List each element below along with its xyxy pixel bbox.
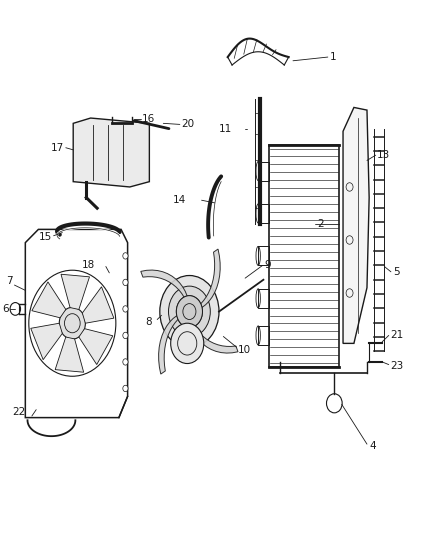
Circle shape: [123, 359, 128, 365]
Polygon shape: [343, 108, 369, 343]
Circle shape: [177, 296, 202, 327]
Circle shape: [59, 308, 85, 339]
Text: 11: 11: [219, 124, 232, 134]
Circle shape: [171, 323, 204, 364]
Bar: [258, 204, 269, 223]
Text: 17: 17: [51, 143, 64, 153]
Text: 23: 23: [390, 361, 403, 371]
Polygon shape: [201, 249, 220, 308]
Text: 13: 13: [377, 150, 390, 160]
Circle shape: [123, 306, 128, 312]
Polygon shape: [32, 282, 66, 318]
Text: 16: 16: [141, 114, 155, 124]
Polygon shape: [73, 118, 149, 187]
Circle shape: [169, 286, 210, 337]
Text: 15: 15: [39, 232, 52, 242]
Polygon shape: [192, 326, 238, 353]
Text: 22: 22: [12, 407, 25, 417]
Text: 10: 10: [238, 345, 251, 356]
Polygon shape: [55, 337, 84, 372]
Polygon shape: [61, 274, 89, 310]
Circle shape: [123, 385, 128, 392]
Text: 14: 14: [173, 195, 186, 205]
Text: 1: 1: [330, 52, 337, 62]
Text: 21: 21: [390, 330, 403, 341]
Text: 7: 7: [6, 276, 12, 286]
Circle shape: [160, 276, 219, 348]
Text: 2: 2: [317, 219, 324, 229]
Polygon shape: [82, 287, 114, 323]
Text: 9: 9: [265, 261, 271, 270]
Polygon shape: [79, 329, 113, 365]
Bar: [258, 246, 269, 265]
Circle shape: [177, 296, 202, 327]
Polygon shape: [141, 270, 187, 297]
Bar: [269, 144, 339, 367]
Text: 6: 6: [3, 304, 9, 314]
Text: 8: 8: [145, 317, 152, 327]
Text: 18: 18: [82, 260, 95, 270]
Circle shape: [123, 332, 128, 338]
Polygon shape: [159, 316, 178, 374]
Polygon shape: [31, 323, 62, 360]
Bar: [258, 289, 269, 308]
Bar: [258, 326, 269, 345]
Circle shape: [123, 279, 128, 286]
Circle shape: [123, 253, 128, 259]
Text: 20: 20: [181, 119, 194, 130]
Text: 5: 5: [393, 267, 400, 277]
Text: 4: 4: [369, 441, 376, 451]
Bar: [258, 161, 269, 181]
